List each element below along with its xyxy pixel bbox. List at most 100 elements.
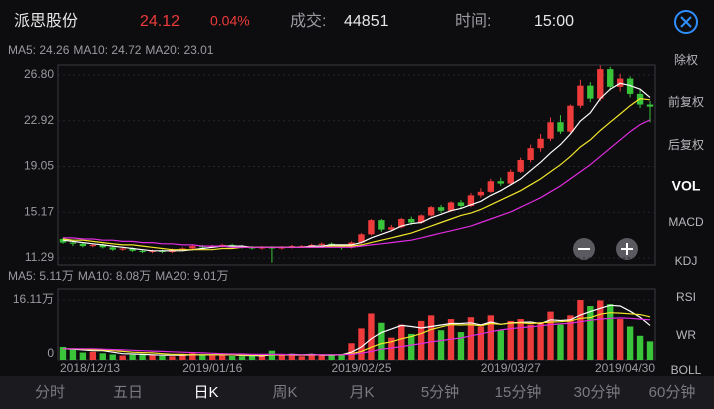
candle-body [189,246,196,249]
volume-bar [517,319,524,360]
candle-body [119,248,126,250]
candle-body [567,105,574,132]
volume: 44851 [344,13,389,30]
candle-body [557,122,564,132]
volume-bar [109,354,116,360]
candle-body [378,220,385,230]
volume-bar [607,304,614,360]
close-circle[interactable] [674,10,698,34]
volume-bar [547,311,554,360]
side-menu-item[interactable]: KDJ [675,254,698,268]
ma-legend: MA10: 24.72 [73,43,141,57]
side-menu-item[interactable]: 除权 [674,52,698,67]
volume-bar [467,317,475,360]
y-tick-label: 16.11万 [13,292,54,306]
volume-bar [318,354,325,360]
change: 0.04% [210,13,250,29]
side-menu-item[interactable]: BOLL [671,363,702,377]
volume-label: 成交: [290,12,326,30]
ma-line [63,119,651,248]
zoom-icon[interactable] [621,243,633,255]
tab[interactable]: 15分钟 [495,384,542,401]
candle-body [427,207,435,216]
candle-body [129,248,136,251]
side-menu-item[interactable]: WR [676,328,696,342]
tab-bar [0,376,714,409]
candle-body [69,242,77,244]
close-button[interactable] [674,10,698,34]
candle-body [388,227,395,230]
tab[interactable]: 五日 [113,384,143,401]
tab[interactable]: 日K [193,384,218,401]
zoom-controls[interactable] [573,238,638,260]
volume-bar [457,332,465,360]
ma-line [63,317,651,356]
side-menu-item[interactable]: 后复权 [668,138,704,152]
price-panel [57,64,656,266]
volume-bar [427,315,435,360]
tab[interactable]: 60分钟 [649,384,696,401]
volume-bar [218,355,226,360]
volume-bar [408,333,415,360]
volume-ma-legend: MA5: 5.11万 [8,269,74,283]
volume-bar [169,356,176,360]
candle-body [79,243,87,247]
tab[interactable]: 月K [349,384,374,401]
candle-body [457,202,465,207]
candle-body [537,138,544,149]
volume-bar [378,322,385,360]
volume-bar [189,353,196,360]
y-tick-label: 22.92 [24,113,54,127]
candle-body [497,181,504,184]
volume-bar [79,352,87,360]
side-menu-item[interactable]: 前复权 [668,94,704,109]
ma-legend: MA5: 24.26 [8,43,70,57]
candle-body [199,246,206,248]
volume-bar [527,324,534,360]
candle-body [109,247,116,250]
candle-body [398,218,405,228]
tab[interactable]: 周K [272,384,297,401]
volume-bar [199,354,206,360]
candle-body [527,148,534,160]
volume-bar [537,322,544,360]
volume-bar [646,341,654,360]
volume-bar [119,355,126,360]
volume-bar [59,346,67,360]
close-icon[interactable] [680,16,692,28]
volume-bar [308,354,315,360]
candle-body [358,234,365,243]
volume-bar [278,355,286,360]
volume-panel [57,288,656,361]
y-tick-label: 0 [47,346,54,360]
side-menu-item[interactable]: RSI [676,290,696,304]
candle-body [139,250,146,253]
candle-body [517,159,524,172]
volume-bar [368,313,375,360]
volume-bar [587,306,594,360]
volume-bar [567,315,574,360]
volume-bar [597,300,604,360]
candle-body [318,243,325,245]
volume-bar [248,355,256,360]
volume-bar [328,355,335,360]
ma-line [62,304,651,357]
candle-body [587,85,594,99]
tab[interactable]: 30分钟 [574,384,621,401]
volume-bar [298,356,305,360]
candle-body [477,191,485,196]
volume-bar [398,324,405,360]
candle-body [149,250,156,253]
tab[interactable]: 分时 [35,384,65,401]
side-menu-item[interactable]: MACD [668,215,704,229]
candle-body [368,220,375,235]
side-menu-item[interactable]: VOL [672,178,701,194]
volume-bar [99,353,106,360]
x-tick-label: 2019/02/25 [331,361,391,375]
ma-line [62,97,651,251]
candle-body [408,218,415,223]
tab[interactable]: 5分钟 [421,384,459,401]
x-tick-label: 2019/04/30 [595,361,655,375]
volume-ma-legend: MA20: 9.01万 [155,269,228,283]
candle-body [298,246,305,248]
